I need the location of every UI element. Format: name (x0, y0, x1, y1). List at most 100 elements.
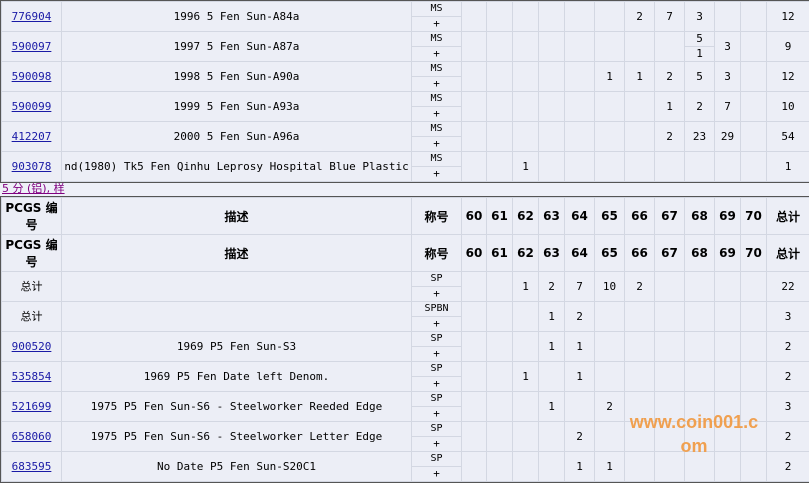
count-60 (462, 62, 487, 92)
total: 3 (767, 392, 809, 422)
plus-designation: + (412, 47, 462, 62)
count-60 (462, 302, 487, 332)
pcgs-number-link[interactable]: 683595 (12, 460, 52, 473)
count-63 (539, 122, 565, 152)
count-62 (513, 2, 539, 32)
count-64 (565, 122, 595, 152)
count-61 (487, 152, 513, 182)
count-64: 2 (565, 422, 595, 452)
header-grade-66: 66 (625, 198, 655, 235)
total: 54 (767, 122, 809, 152)
count-64 (565, 2, 595, 32)
count-63 (539, 422, 565, 452)
count-70 (741, 2, 767, 32)
header-grade-60: 60 (462, 198, 487, 235)
designation: SPBN (412, 302, 462, 317)
header-grade-62: 62 (513, 198, 539, 235)
count-63 (539, 92, 565, 122)
description (62, 302, 412, 332)
description: 1975 P5 Fen Sun-S6 - Steelworker Reeded … (62, 392, 412, 422)
count-70 (741, 62, 767, 92)
header-grade-68: 68 (685, 235, 715, 272)
pcgs-number-link[interactable]: 900520 (12, 340, 52, 353)
count-70 (741, 32, 767, 62)
count-67 (655, 32, 685, 62)
count-65: 1 (595, 452, 625, 482)
pcgs-number-link[interactable]: 590098 (12, 70, 52, 83)
count-65 (595, 92, 625, 122)
count-66: 2 (625, 272, 655, 302)
count-61 (487, 122, 513, 152)
code-label: 总计 (21, 310, 43, 323)
count-61 (487, 2, 513, 32)
plus-designation: + (412, 437, 462, 452)
total: 12 (767, 62, 809, 92)
pcgs-number-link[interactable]: 776904 (12, 10, 52, 23)
plus-designation: + (412, 317, 462, 332)
description: nd(1980) Tk5 Fen Qinhu Leprosy Hospital … (62, 152, 412, 182)
description: 1996 5 Fen Sun-A84a (62, 2, 412, 32)
description: 1969 P5 Fen Date left Denom. (62, 362, 412, 392)
pcgs-number-link[interactable]: 535854 (12, 370, 52, 383)
count-66 (625, 362, 655, 392)
count-65 (595, 2, 625, 32)
count-61 (487, 302, 513, 332)
count-69: 3 (715, 62, 741, 92)
count-66: 2 (625, 2, 655, 32)
section-link-5fen-aluminum-specimen[interactable]: 5 分 (铝), 样 (2, 182, 65, 196)
count-66 (625, 152, 655, 182)
header-code: PCGS 编号 (2, 198, 62, 235)
count-67: 7 (655, 2, 685, 32)
count-65 (595, 362, 625, 392)
count-64 (565, 62, 595, 92)
designation: MS (412, 122, 462, 137)
header-grade: 称号 (412, 235, 462, 272)
header-grade-60: 60 (462, 235, 487, 272)
count-61 (487, 62, 513, 92)
total: 2 (767, 452, 809, 482)
count-60 (462, 272, 487, 302)
count-64: 7 (565, 272, 595, 302)
header-grade-65: 65 (595, 235, 625, 272)
count-66 (625, 92, 655, 122)
pcgs-number-link[interactable]: 590099 (12, 100, 52, 113)
description: 1975 P5 Fen Sun-S6 - Steelworker Letter … (62, 422, 412, 452)
count-65 (595, 152, 625, 182)
count-69 (715, 302, 741, 332)
description (62, 272, 412, 302)
pcgs-number-link[interactable]: 658060 (12, 430, 52, 443)
count-63 (539, 62, 565, 92)
header-grade-62: 62 (513, 235, 539, 272)
count-62 (513, 302, 539, 332)
count-60 (462, 2, 487, 32)
header-grade-64: 64 (565, 235, 595, 272)
designation: MS (412, 92, 462, 107)
count-65 (595, 122, 625, 152)
count-61 (487, 362, 513, 392)
count-67 (655, 152, 685, 182)
description: 1969 P5 Fen Sun-S3 (62, 332, 412, 362)
count-62 (513, 422, 539, 452)
count-60 (462, 92, 487, 122)
designation: SP (412, 452, 462, 467)
plus-designation: + (412, 407, 462, 422)
header-grade-67: 67 (655, 198, 685, 235)
count-62 (513, 392, 539, 422)
plus-designation: + (412, 377, 462, 392)
count-63: 1 (539, 332, 565, 362)
count-63 (539, 452, 565, 482)
count-67: 2 (655, 62, 685, 92)
pcgs-number-link[interactable]: 521699 (12, 400, 52, 413)
header-grade-69: 69 (715, 198, 741, 235)
pcgs-number-link[interactable]: 903078 (12, 160, 52, 173)
count-63 (539, 362, 565, 392)
pcgs-number-link[interactable]: 412207 (12, 130, 52, 143)
count-68: 5 (685, 32, 715, 47)
count-60 (462, 332, 487, 362)
pcgs-number-link[interactable]: 590097 (12, 40, 52, 53)
count-60 (462, 362, 487, 392)
count-68 (685, 332, 715, 362)
